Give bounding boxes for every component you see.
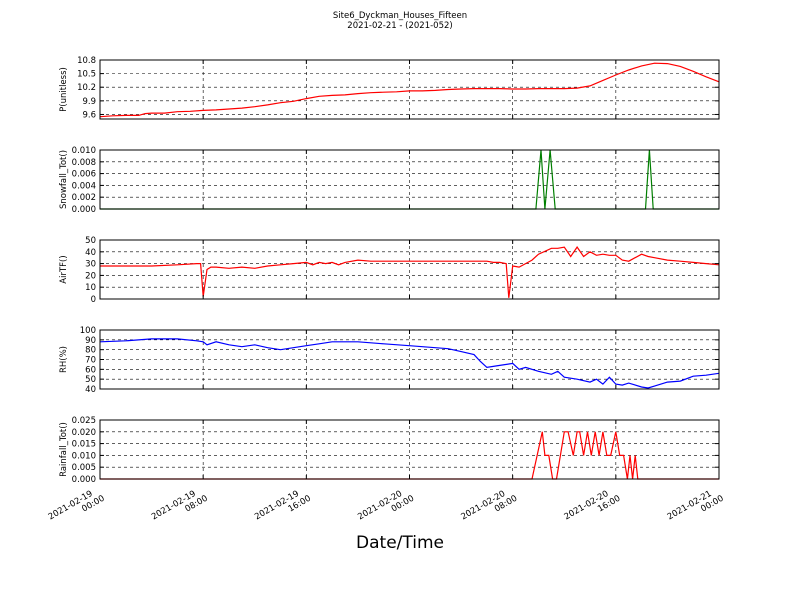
y-tick-label: 90	[85, 336, 96, 346]
p-panel: 9.6 9.9 10.2 10.5 10.8 P(unitless)	[59, 56, 720, 120]
y-tick-label: 0.025	[72, 416, 96, 426]
x-tick-label: 2021-02-2000:00	[356, 485, 416, 531]
y-axis-label: AirTF()	[59, 255, 69, 283]
y-tick-label: 10.8	[77, 56, 96, 66]
y-tick-label: 9.9	[82, 97, 96, 107]
y-axis-label: P(unitless)	[59, 67, 69, 112]
x-tick-label: 2021-02-1900:00	[47, 485, 107, 531]
y-axis-label: RH(%)	[59, 346, 69, 373]
y-tick-label: 40	[85, 248, 96, 258]
y-tick-label: 0.004	[72, 181, 96, 191]
chart-subtitle: 2021-02-21 - (2021-052)	[347, 21, 453, 31]
y-tick-label: 70	[85, 356, 96, 366]
y-tick-label: 0.006	[72, 170, 96, 180]
y-tick-label: 10.2	[77, 83, 96, 93]
series-line	[99, 62, 720, 118]
y-tick-label: 0.002	[72, 193, 96, 203]
x-tick-label: 2021-02-2008:00	[459, 485, 519, 531]
y-tick-label: 0.008	[72, 158, 96, 168]
y-tick-label: 0.005	[72, 463, 96, 473]
y-tick-label: 80	[85, 346, 96, 356]
y-tick-label: 0.015	[72, 440, 96, 450]
y-tick-label: 100	[80, 326, 96, 336]
y-tick-label: 10	[85, 283, 96, 293]
y-tick-label: 0.010	[72, 451, 96, 461]
y-tick-label: 50	[85, 236, 96, 246]
y-tick-label: 0.010	[72, 146, 96, 156]
y-axis-label: Rainfall_Tot()	[59, 422, 69, 477]
y-tick-label: 10.5	[77, 70, 96, 80]
series-line	[100, 149, 719, 210]
x-tick-label: 2021-02-2100:00	[666, 485, 726, 531]
x-tick-label: 2021-02-1908:00	[150, 485, 210, 531]
series-line	[100, 431, 719, 480]
y-tick-label: 0	[91, 295, 96, 305]
y-tick-label: 0.000	[72, 205, 96, 215]
y-tick-label: 50	[85, 375, 96, 385]
y-tick-label: 40	[85, 385, 96, 395]
x-tick-label: 2021-02-1916:00	[253, 485, 313, 531]
y-tick-label: 30	[85, 260, 96, 270]
x-axis-label: Date/Time	[356, 533, 444, 553]
y-tick-label: 9.6	[82, 110, 96, 120]
y-tick-label: 0.000	[72, 475, 96, 485]
y-tick-label: 20	[85, 271, 96, 281]
chart-title: Site6_Dyckman_Houses_Fifteen	[332, 11, 468, 21]
y-tick-label: 0.020	[72, 428, 96, 438]
y-axis-label: Snowfall_Tot()	[59, 150, 69, 209]
series-line	[99, 338, 720, 389]
series-line	[100, 246, 720, 298]
x-tick-label: 2021-02-2016:00	[563, 485, 623, 531]
y-tick-label: 60	[85, 365, 96, 375]
